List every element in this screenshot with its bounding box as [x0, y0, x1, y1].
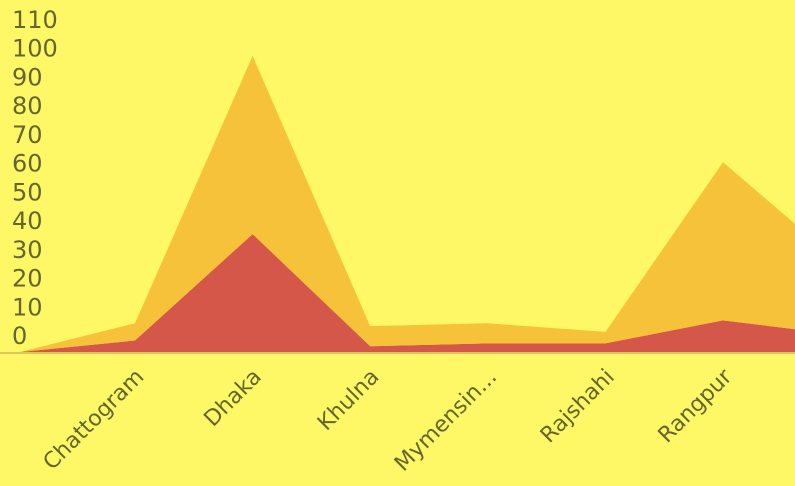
y-tick-label: 110	[12, 6, 58, 34]
y-tick-label: 90	[12, 63, 43, 91]
x-category-label: Khulna	[313, 365, 384, 436]
series-areas	[20, 55, 795, 352]
y-tick-label: 20	[12, 265, 43, 293]
y-tick-label: 80	[12, 92, 43, 120]
series-0-area	[20, 234, 795, 352]
x-category-label: Chattogram	[39, 365, 150, 476]
y-tick-label: 100	[12, 35, 58, 63]
y-tick-label: 10	[12, 293, 43, 321]
x-category-label: Rangpur	[654, 364, 738, 448]
y-tick-label: 40	[12, 207, 43, 235]
y-tick-label: 30	[12, 236, 43, 264]
x-category-label: Dhaka	[200, 365, 267, 432]
x-category-label: Mymensin...	[390, 365, 502, 477]
y-tick-label: 50	[12, 178, 43, 206]
series-1-area	[20, 55, 795, 352]
x-category-label: Rajshahi	[536, 365, 620, 449]
y-tick-label: 0	[12, 322, 27, 350]
y-tick-label: 60	[12, 150, 43, 178]
x-axis: Chattogram Dhaka Khulna Mymensin... Rajshahi…	[39, 364, 738, 477]
y-tick-label: 70	[12, 121, 43, 149]
